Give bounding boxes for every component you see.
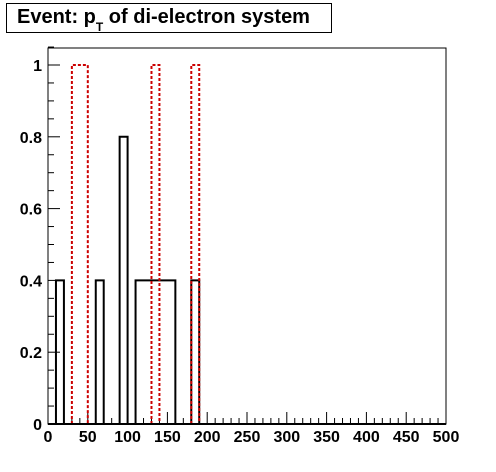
title-prefix: Event: p	[17, 6, 96, 28]
y-tick-label: 1	[33, 58, 42, 75]
y-tick-label: 0.2	[20, 345, 42, 362]
x-tick-label: 500	[433, 429, 460, 446]
x-tick-label: 300	[273, 429, 300, 446]
x-tick-label: 400	[353, 429, 380, 446]
x-tick-label: 350	[313, 429, 340, 446]
x-tick-label: 0	[44, 429, 53, 446]
x-tick-label: 450	[393, 429, 420, 446]
x-tick-label: 250	[234, 429, 261, 446]
x-tick-label: 150	[154, 429, 181, 446]
solid-histogram-series	[54, 135, 201, 424]
x-tick-label: 200	[194, 429, 221, 446]
dashed-histogram-series	[70, 64, 201, 424]
series-layer	[48, 64, 446, 425]
axes: 0 50 100 150 200 250 300 350 400 450 500 0 0.2 0.4 0.6…	[20, 46, 460, 446]
y-tick-label: 0.4	[20, 273, 42, 290]
title-subscript: T	[95, 20, 104, 34]
chart-title: Event: pT of di-electron system	[17, 6, 310, 34]
plot-frame	[47, 47, 447, 425]
y-tick-label: 0	[33, 417, 42, 434]
x-tick-label: 100	[114, 429, 141, 446]
title-suffix: of di-electron system	[103, 6, 310, 28]
x-tick-label: 50	[79, 429, 97, 446]
y-tick-label: 0.6	[20, 202, 42, 219]
y-tick-label: 0.8	[20, 130, 42, 147]
chart-title-box: Event: pT of di-electron system	[6, 3, 332, 34]
